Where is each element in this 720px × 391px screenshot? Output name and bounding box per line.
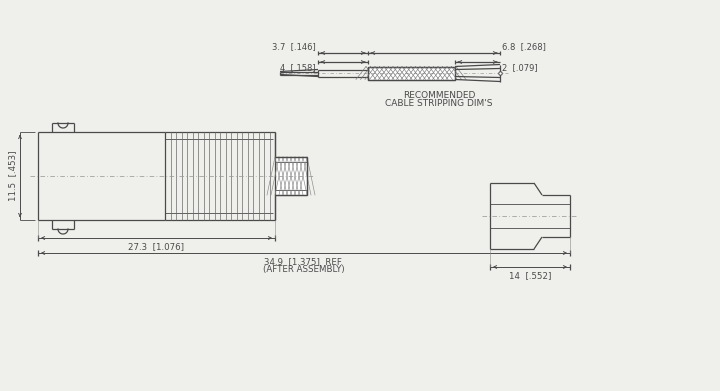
Text: 4  [.158]: 4 [.158] [280,63,316,72]
Text: CABLE STRIPPING DIM'S: CABLE STRIPPING DIM'S [385,99,492,108]
Text: 2  [.079]: 2 [.079] [502,63,538,72]
Text: 34.9  [1.375]  REF.: 34.9 [1.375] REF. [264,257,343,266]
Text: 27.3  [1.076]: 27.3 [1.076] [128,242,184,251]
Polygon shape [275,157,307,195]
Polygon shape [368,66,455,79]
Text: 11.5  [.453]: 11.5 [.453] [8,151,17,201]
Text: 6.8  [.268]: 6.8 [.268] [502,43,546,52]
Text: 14  [.552]: 14 [.552] [509,271,552,280]
Text: RECOMMENDED: RECOMMENDED [402,91,475,100]
Text: (AFTER ASSEMBLY): (AFTER ASSEMBLY) [264,265,345,274]
Text: 3.7  [.146]: 3.7 [.146] [272,43,316,52]
